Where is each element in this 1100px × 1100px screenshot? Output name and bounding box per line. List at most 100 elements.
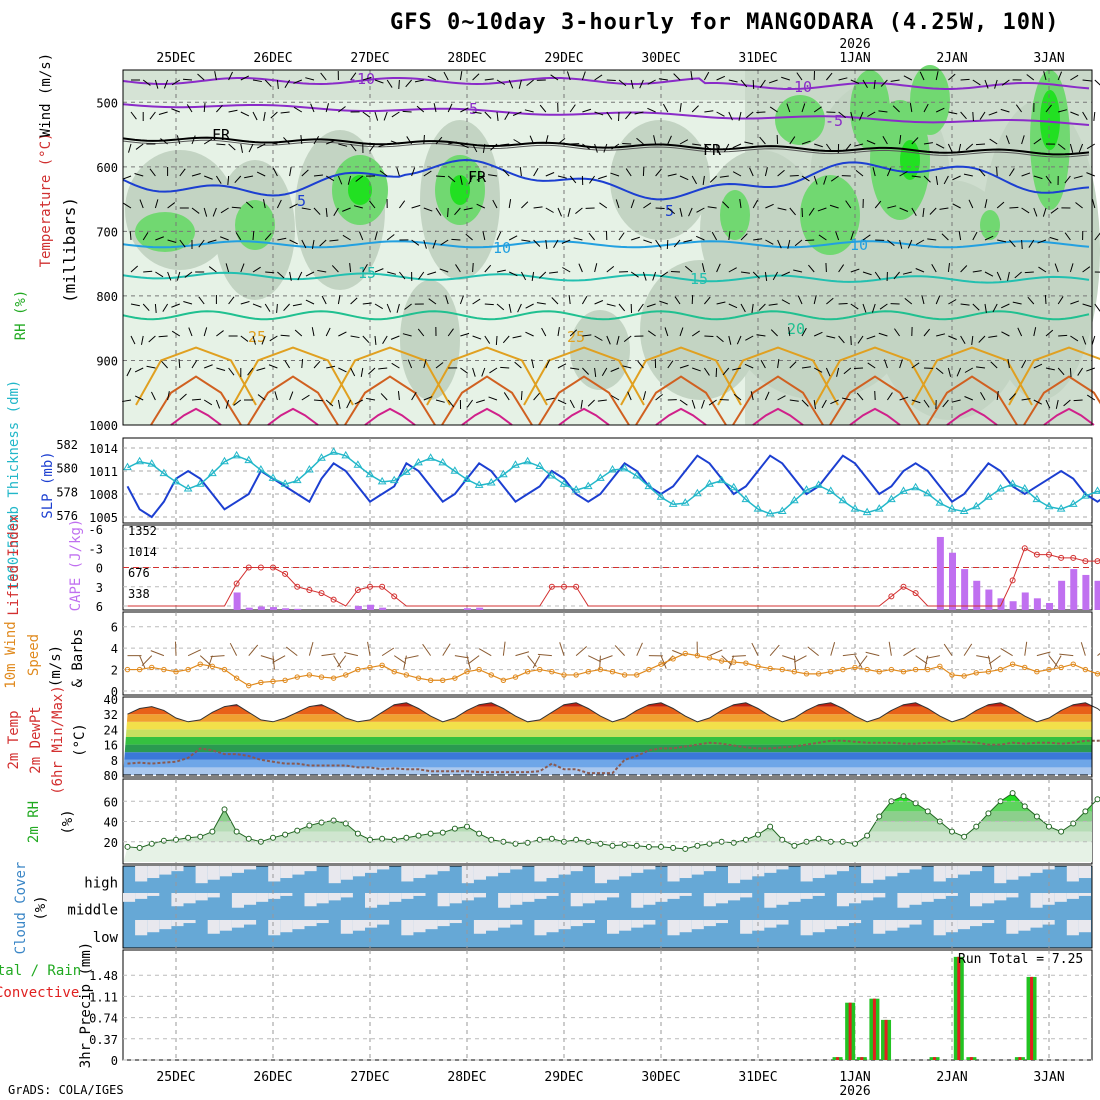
date-label-bottom: 27DEC [350,1070,389,1085]
wind-barb [915,268,925,273]
wind-barb [184,271,193,278]
wind-barb [965,143,974,151]
wind-barb [708,399,717,406]
temp-contour-25 [426,346,548,406]
wind-barb [387,271,397,275]
cloud-cell-middle [582,893,595,904]
wind-barb [1045,399,1051,409]
cloud-cell-high [1018,866,1031,877]
wind-barb [667,135,672,145]
lifted-index-marker [912,590,919,597]
thickness-marker [244,455,254,464]
wind-barb [235,232,242,241]
cloud-cell-middle [740,893,753,898]
wind-barb [1094,79,1100,86]
wind-barb [702,175,705,185]
wind-barb [642,271,647,281]
wind-barb [140,335,144,345]
date-label-bottom: 28DEC [447,1070,486,1085]
wind-barb [886,167,892,177]
temp-band [123,752,1092,760]
wind-barb [777,395,786,401]
thickness-marker [729,482,739,491]
wind-speed-marker [185,666,191,673]
cloud-cell-low [982,920,995,924]
wind-barb [325,207,328,218]
wind-barb [1009,393,1017,401]
wind-barb [1093,111,1096,122]
wind-barb [637,303,644,312]
wind-barb [350,367,356,377]
cloud-cell-low [510,920,523,925]
wind-barb [215,175,222,184]
wind-barb [688,207,693,217]
wind-barb [268,364,278,369]
wind-speed-marker [743,660,749,666]
wind-barb [752,271,760,279]
wind-barb [862,79,868,89]
wind-barb [566,71,571,81]
wind-barb-10m [308,641,314,656]
rh-marker [270,834,276,841]
wind-barb [716,111,725,117]
wind-barb [134,173,144,177]
cloud-cell-low [473,920,486,934]
wind-barb [525,303,534,309]
wind-barb [1009,239,1016,248]
lifted-index-marker [1033,551,1040,558]
year-label-bottom: 2026 [839,1084,870,1099]
wind-barb-10m [636,642,643,656]
wind-barb [664,327,669,337]
wind-barb-10m [207,655,213,670]
slp-tick: 1011 [89,465,118,479]
wind-speed-marker [718,658,725,664]
cloud-cell-high [340,866,353,880]
wind-barb [496,269,506,273]
cape-bar [961,569,969,610]
cloud-cell-low [498,920,511,928]
wind-barb [347,175,352,185]
rh-marker [573,836,580,843]
wind-barb [1055,399,1059,409]
wind-barb-10m [285,646,298,657]
wind-barb [325,175,335,182]
wind-barb [568,295,571,305]
wind-barb [1091,199,1096,209]
wind-barb [517,303,522,313]
rh-marker [633,842,640,849]
slp-panel-frame [122,437,1093,524]
wind-barb [1086,367,1095,372]
cloud-cell-middle [147,893,160,896]
wind-barb [289,391,294,401]
rh-marker [864,832,871,839]
wind-barb [182,78,193,81]
temp-contour-25 [620,346,742,406]
cloud-cell-middle [1054,893,1067,902]
wind-barb [789,136,796,145]
cape-bar [1033,598,1041,610]
wind-barb [655,393,663,401]
wind-barb [740,79,748,88]
wind-barb [179,393,187,401]
thickness-marker [535,461,545,469]
wind-barb [845,200,852,209]
wind-barb [476,175,486,181]
cloud-cell-middle [607,893,620,898]
wind-barb [960,335,966,345]
wind-barb [545,239,548,249]
wind-barb [935,71,939,81]
wind-barb [1014,271,1022,279]
rh-marker [1058,828,1065,835]
rh-marker [185,834,192,841]
cloud-cell-low [582,920,595,924]
wind-barb [374,231,378,241]
cloud-cell-middle [244,893,257,905]
thickness-marker [377,476,387,485]
wind-barb [826,335,836,339]
cloud-cell-low [231,920,244,928]
wind-barb [915,239,925,245]
wind-barb [711,231,718,241]
wind-barb [750,391,754,401]
precip-tick: 0 [111,1054,118,1068]
thickness-marker [426,453,435,461]
